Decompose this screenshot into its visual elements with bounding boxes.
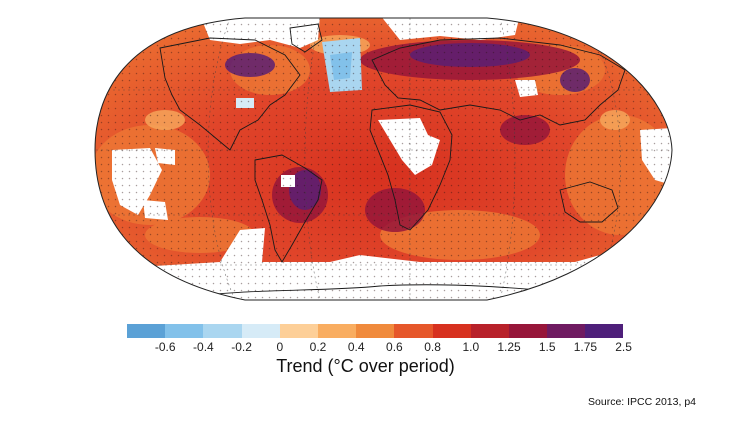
- legend-tick-labels: -0.6 -0.4 -0.2 0 0.2 0.4 0.6 0.8 1.0 1.25 1.5 1.75 2…: [127, 340, 632, 356]
- legend-tick-label: 2.5: [615, 340, 632, 354]
- world-temperature-trend-map: [94, 17, 673, 301]
- legend-tick-label: 1.5: [538, 340, 556, 354]
- legend-tick-label: 0.6: [386, 340, 403, 354]
- legend-swatch: [356, 324, 395, 338]
- legend-swatch: [279, 324, 318, 338]
- legend-tick-label: 0.2: [309, 340, 327, 354]
- legend-tick-label: -0.6: [154, 340, 176, 354]
- legend-swatch: [432, 324, 471, 338]
- legend-swatch: [241, 324, 280, 338]
- legend-swatch: [508, 324, 548, 338]
- legend-tick-label: 0.8: [424, 340, 441, 354]
- legend-colorbar: [127, 324, 624, 338]
- legend-swatch: [127, 324, 166, 338]
- legend-swatch: [470, 324, 509, 338]
- legend-title: Trend (°C over period): [276, 356, 455, 376]
- source-note: Source: IPCC 2013, p4: [588, 396, 696, 408]
- legend-tick-label: 0: [276, 340, 284, 354]
- globe-outline: [94, 17, 673, 301]
- legend-swatch: [165, 324, 204, 338]
- legend-swatch: [394, 324, 433, 338]
- legend-tick-label: 1.75: [573, 340, 598, 354]
- legend-tick-label: 1.25: [497, 340, 521, 354]
- significance-stippling: [95, 18, 672, 300]
- legend-swatch: [585, 324, 624, 338]
- legend-swatch: [547, 324, 586, 338]
- legend-tick-label: -0.2: [231, 340, 252, 354]
- legend-tick-label: 0.4: [347, 340, 365, 354]
- legend-swatch: [203, 324, 242, 338]
- legend-tick-label: -0.4: [193, 340, 214, 354]
- graticule: [96, 18, 670, 300]
- legend-tick-label: 1.0: [462, 340, 480, 354]
- legend-swatch: [317, 324, 357, 338]
